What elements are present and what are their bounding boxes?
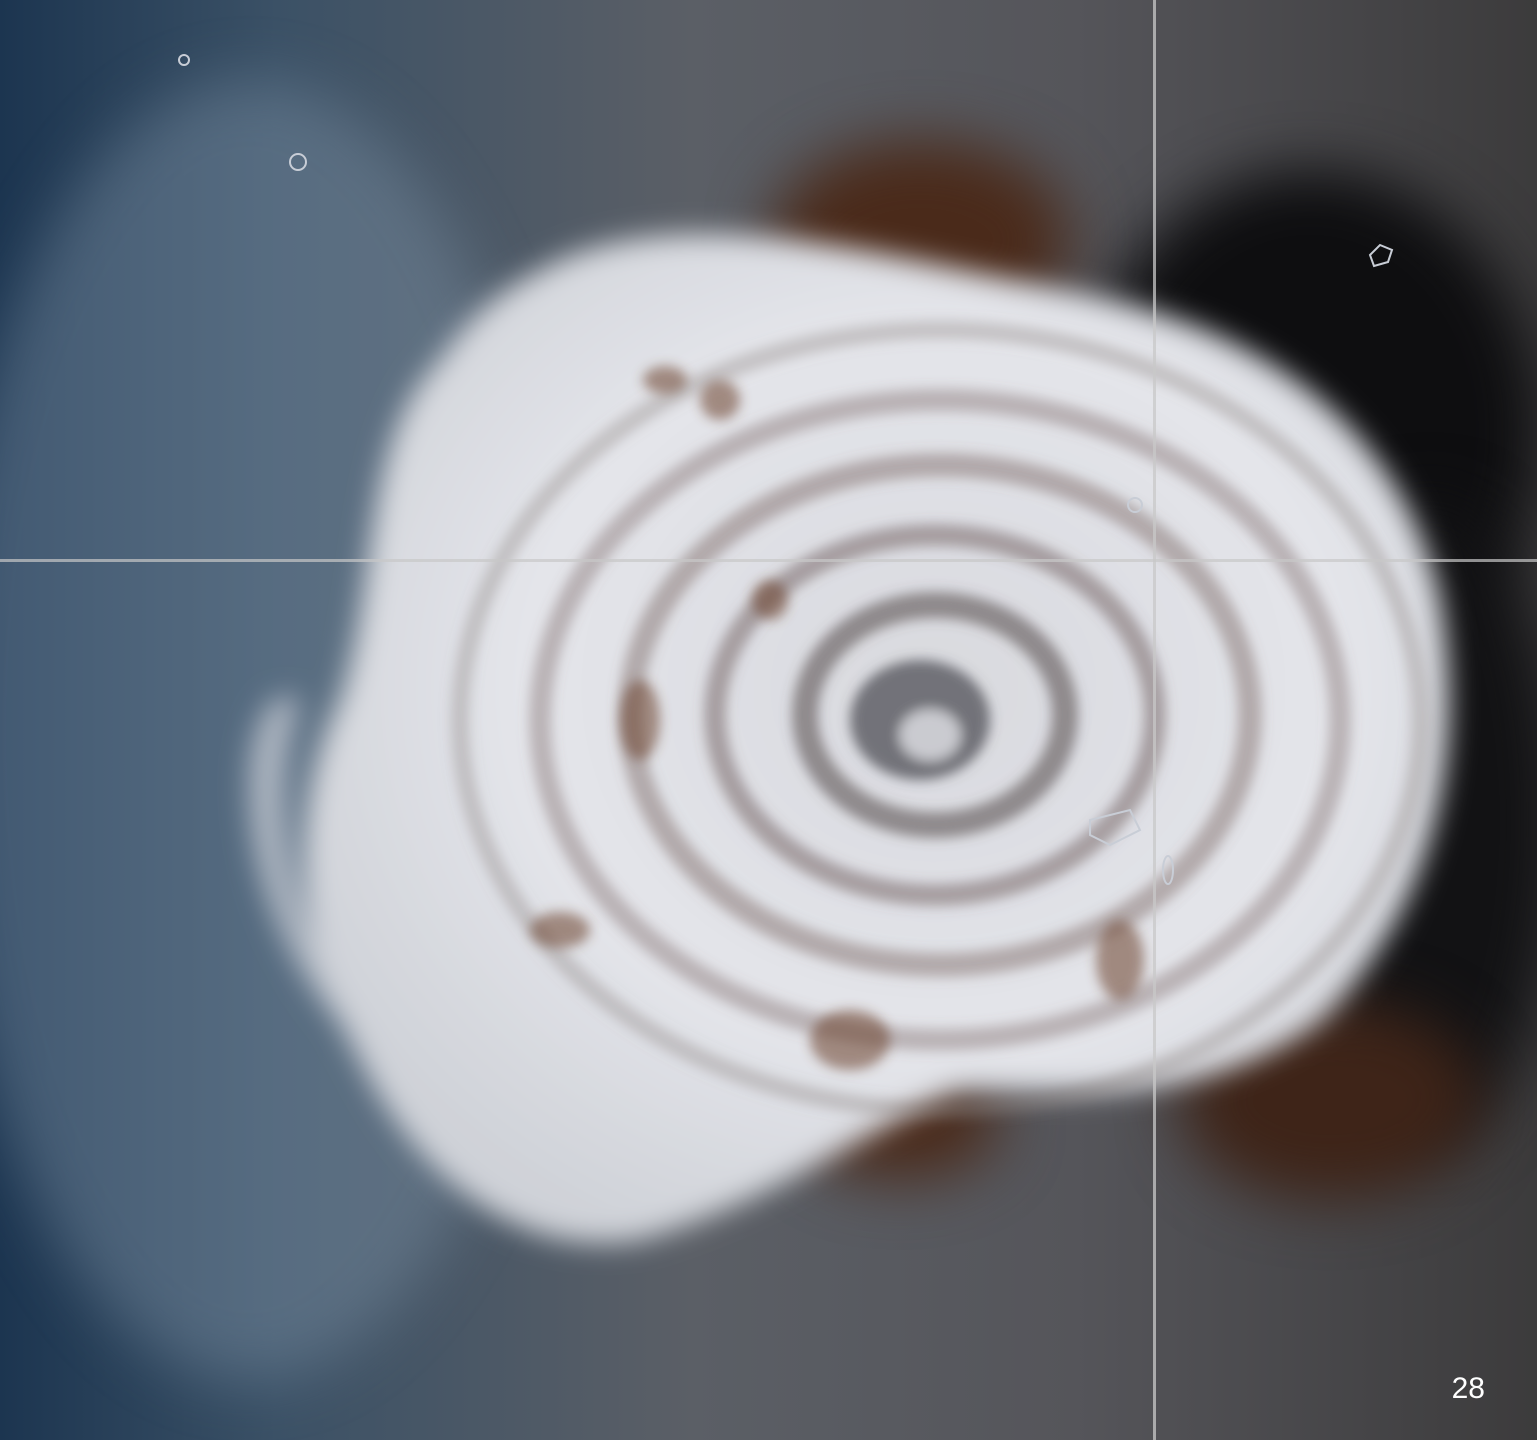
island-outline — [1368, 243, 1394, 268]
ripple-ring-1 — [451, 321, 1429, 1119]
island-outline — [1162, 855, 1174, 885]
island-outline — [178, 54, 190, 66]
ash-speck — [620, 680, 660, 760]
longitude-gridline — [1153, 0, 1156, 1440]
latitude-gridline — [0, 559, 1537, 562]
eruption-core-highlight — [900, 710, 960, 760]
ash-speck — [1096, 920, 1144, 1000]
ash-speck — [530, 912, 590, 948]
ripple-ring-2 — [529, 389, 1351, 1051]
ash-speck — [643, 366, 687, 394]
island-outline — [1089, 808, 1142, 847]
ripple-ring-5 — [792, 592, 1078, 838]
island-outline — [289, 153, 307, 171]
island-outline — [1127, 497, 1143, 513]
ash-speck — [700, 380, 740, 420]
ash-speck — [810, 1010, 890, 1070]
slide-number: 28 — [1451, 1372, 1485, 1405]
ash-speck — [752, 580, 788, 620]
plume-west-haze — [248, 696, 380, 1060]
